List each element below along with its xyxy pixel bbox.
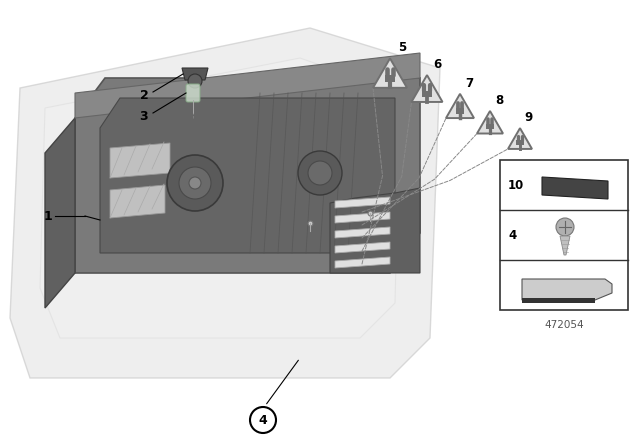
Polygon shape	[373, 58, 407, 88]
Text: 9: 9	[524, 111, 532, 124]
Circle shape	[189, 177, 201, 189]
Bar	[500, 160, 628, 310]
Text: 7: 7	[466, 77, 474, 90]
Text: 2: 2	[140, 89, 148, 102]
Circle shape	[298, 151, 342, 195]
Polygon shape	[335, 212, 390, 223]
Polygon shape	[110, 143, 170, 178]
Polygon shape	[412, 75, 442, 102]
Circle shape	[250, 407, 276, 433]
Polygon shape	[75, 78, 420, 273]
Polygon shape	[446, 94, 474, 118]
Polygon shape	[477, 111, 503, 134]
Polygon shape	[508, 128, 532, 149]
Polygon shape	[182, 68, 208, 80]
Circle shape	[308, 161, 332, 185]
Polygon shape	[522, 279, 612, 300]
Text: 5: 5	[398, 41, 406, 54]
Polygon shape	[110, 185, 165, 218]
Text: 4: 4	[259, 414, 268, 426]
Polygon shape	[335, 197, 390, 208]
FancyBboxPatch shape	[486, 124, 494, 129]
Polygon shape	[330, 188, 420, 273]
Circle shape	[167, 155, 223, 211]
FancyBboxPatch shape	[186, 84, 200, 102]
Text: 1: 1	[44, 210, 52, 223]
Text: 10: 10	[508, 178, 524, 191]
Text: 472054: 472054	[544, 320, 584, 330]
FancyBboxPatch shape	[456, 108, 464, 114]
Text: 3: 3	[140, 109, 148, 122]
Text: 4: 4	[508, 228, 516, 241]
Circle shape	[556, 218, 574, 236]
Text: 6: 6	[434, 58, 442, 71]
Polygon shape	[560, 236, 570, 255]
Polygon shape	[542, 177, 608, 199]
Polygon shape	[335, 227, 390, 238]
Bar	[522, 298, 595, 303]
Polygon shape	[40, 58, 400, 338]
Polygon shape	[10, 28, 440, 378]
Polygon shape	[335, 242, 390, 253]
Polygon shape	[75, 53, 420, 118]
Circle shape	[188, 74, 202, 88]
Polygon shape	[100, 98, 395, 253]
Polygon shape	[45, 118, 75, 308]
Polygon shape	[335, 257, 390, 268]
FancyBboxPatch shape	[516, 140, 524, 145]
FancyBboxPatch shape	[385, 75, 395, 82]
FancyBboxPatch shape	[422, 90, 431, 97]
Text: 8: 8	[495, 94, 503, 107]
Circle shape	[179, 167, 211, 199]
